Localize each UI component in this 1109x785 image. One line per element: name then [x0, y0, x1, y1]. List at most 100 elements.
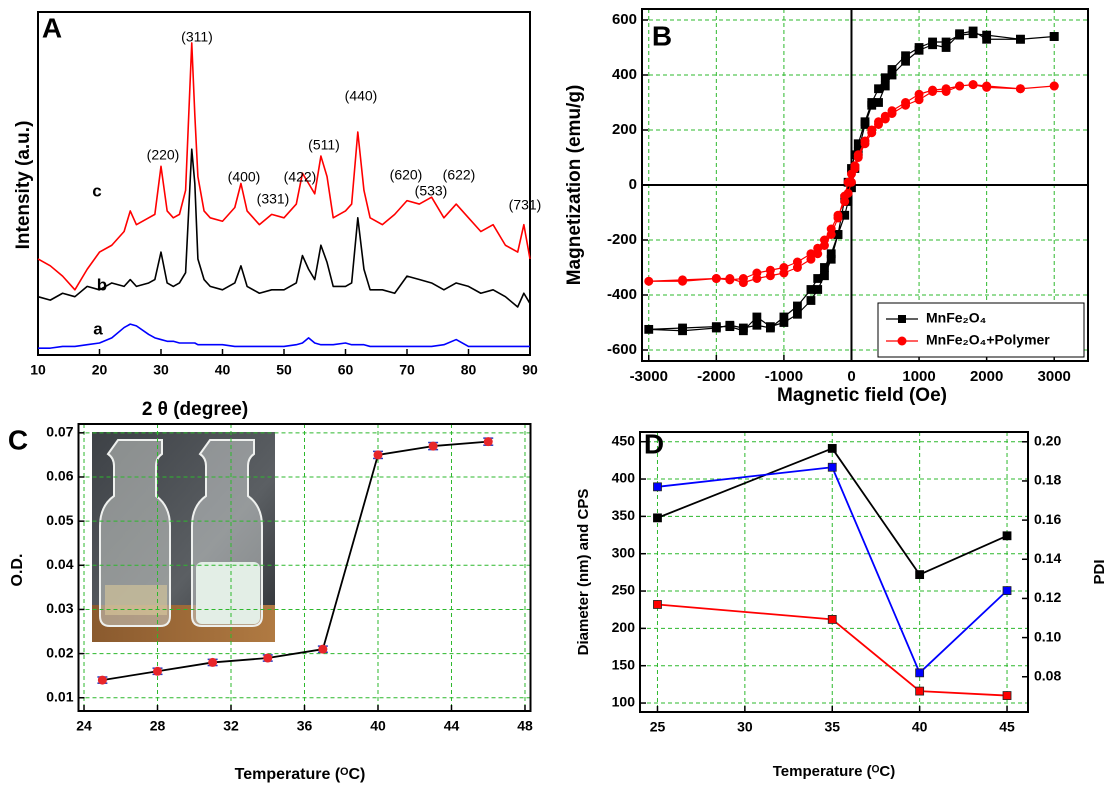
x-tick-label: 28	[150, 718, 166, 734]
y2-tick-label: 0.16	[1034, 511, 1061, 527]
plot-frame	[641, 8, 1089, 362]
marker	[915, 686, 925, 696]
marker	[867, 128, 877, 138]
marker	[653, 513, 662, 523]
marker	[373, 450, 383, 460]
marker	[765, 265, 775, 275]
x-tick-label: 32	[223, 718, 239, 734]
marker	[826, 249, 836, 259]
panel-letter: B	[652, 20, 672, 51]
series-line	[37, 42, 531, 291]
marker	[1049, 81, 1059, 91]
y-tick-label: 0	[629, 176, 637, 193]
y-tick-label: 0.04	[46, 556, 73, 572]
peak-label: (533)	[415, 183, 448, 199]
y2-tick-label: 0.18	[1034, 472, 1061, 488]
marker	[1002, 586, 1012, 596]
panel-letter: A	[42, 12, 62, 43]
marker	[752, 312, 762, 322]
x-tick-label: 50	[276, 362, 292, 378]
marker	[813, 243, 823, 253]
marker	[318, 644, 328, 654]
curve-label: a	[93, 319, 103, 338]
peak-label: (622)	[443, 167, 476, 183]
marker	[793, 309, 802, 319]
marker	[982, 82, 992, 92]
y-tick-label: 0.06	[46, 468, 73, 484]
y-tick-label: 200	[612, 619, 636, 635]
panel-letter: D	[644, 428, 664, 459]
x-tick-label: 40	[912, 719, 928, 735]
y-tick-label: -400	[607, 286, 637, 303]
x-tick-label: 90	[522, 362, 538, 378]
y-axis-title: Intensity (a.u.)	[13, 121, 34, 250]
marker	[813, 274, 823, 283]
series-line	[37, 148, 531, 308]
y-axis-title: O.D.	[9, 554, 26, 587]
x-tick-label: 40	[215, 362, 231, 378]
series-line	[102, 440, 489, 681]
marker	[955, 81, 965, 91]
marker	[887, 70, 897, 80]
x-tick-label: 36	[297, 718, 313, 734]
marker	[850, 164, 860, 173]
marker	[678, 275, 688, 285]
marker	[819, 235, 829, 245]
marker	[874, 98, 883, 107]
marker	[779, 263, 789, 272]
marker	[901, 56, 910, 66]
panel: 25 30 35 40 45 100 150 200 250 300 350 400 450 0.08 0.…	[575, 428, 1108, 780]
marker	[827, 462, 837, 472]
marker	[915, 668, 925, 678]
plot-frame	[639, 431, 1029, 713]
legend-label: MnFe₂O₄+Polymer	[926, 332, 1050, 348]
y2-axis-title: PDI	[1091, 559, 1108, 584]
curve-label: c	[92, 181, 101, 200]
y-tick-label: 600	[612, 11, 637, 28]
peak-label: (731)	[509, 197, 542, 213]
marker	[880, 114, 890, 124]
legend-label: MnFe₂O₄	[926, 310, 986, 326]
y-tick-label: -200	[607, 231, 637, 248]
marker	[483, 437, 493, 447]
marker	[826, 224, 836, 234]
marker	[153, 666, 163, 676]
x-axis-title: Magnetic field (Oe)	[777, 385, 947, 406]
marker	[1002, 691, 1012, 700]
x-tick-label: -1000	[765, 368, 803, 385]
y-tick-label: 350	[612, 507, 636, 523]
marker	[968, 26, 978, 36]
marker	[738, 274, 748, 283]
marker	[914, 95, 924, 105]
marker	[880, 81, 890, 91]
marker	[843, 188, 853, 198]
peak-label: (620)	[390, 167, 423, 183]
x-tick-label: 45	[999, 719, 1015, 735]
series-line	[657, 603, 1008, 697]
marker	[827, 444, 837, 453]
marker	[941, 43, 951, 52]
x-tick-label: 10	[30, 362, 46, 378]
y2-tick-label: 0.10	[1034, 628, 1061, 644]
marker	[428, 441, 438, 451]
marker	[792, 257, 802, 267]
legend: MnFe₂O₄ MnFe₂O₄+Polymer	[877, 302, 1085, 358]
marker	[263, 653, 273, 663]
legend-marker	[898, 315, 906, 323]
marker	[901, 100, 911, 110]
marker	[914, 45, 924, 55]
inset-photo	[92, 432, 275, 642]
x-tick-label: 2000	[970, 368, 1003, 385]
x-tick-label: -3000	[630, 368, 668, 385]
y-tick-label: 300	[612, 544, 636, 560]
x-axis-title: 2 θ (degree)	[142, 399, 248, 420]
series-line	[657, 466, 1008, 674]
marker	[982, 34, 992, 44]
marker	[887, 109, 897, 118]
peak-label: (220)	[147, 147, 180, 163]
marker	[752, 268, 762, 278]
marker	[711, 274, 721, 283]
marker	[806, 285, 816, 294]
marker	[840, 197, 850, 206]
marker	[860, 120, 870, 129]
